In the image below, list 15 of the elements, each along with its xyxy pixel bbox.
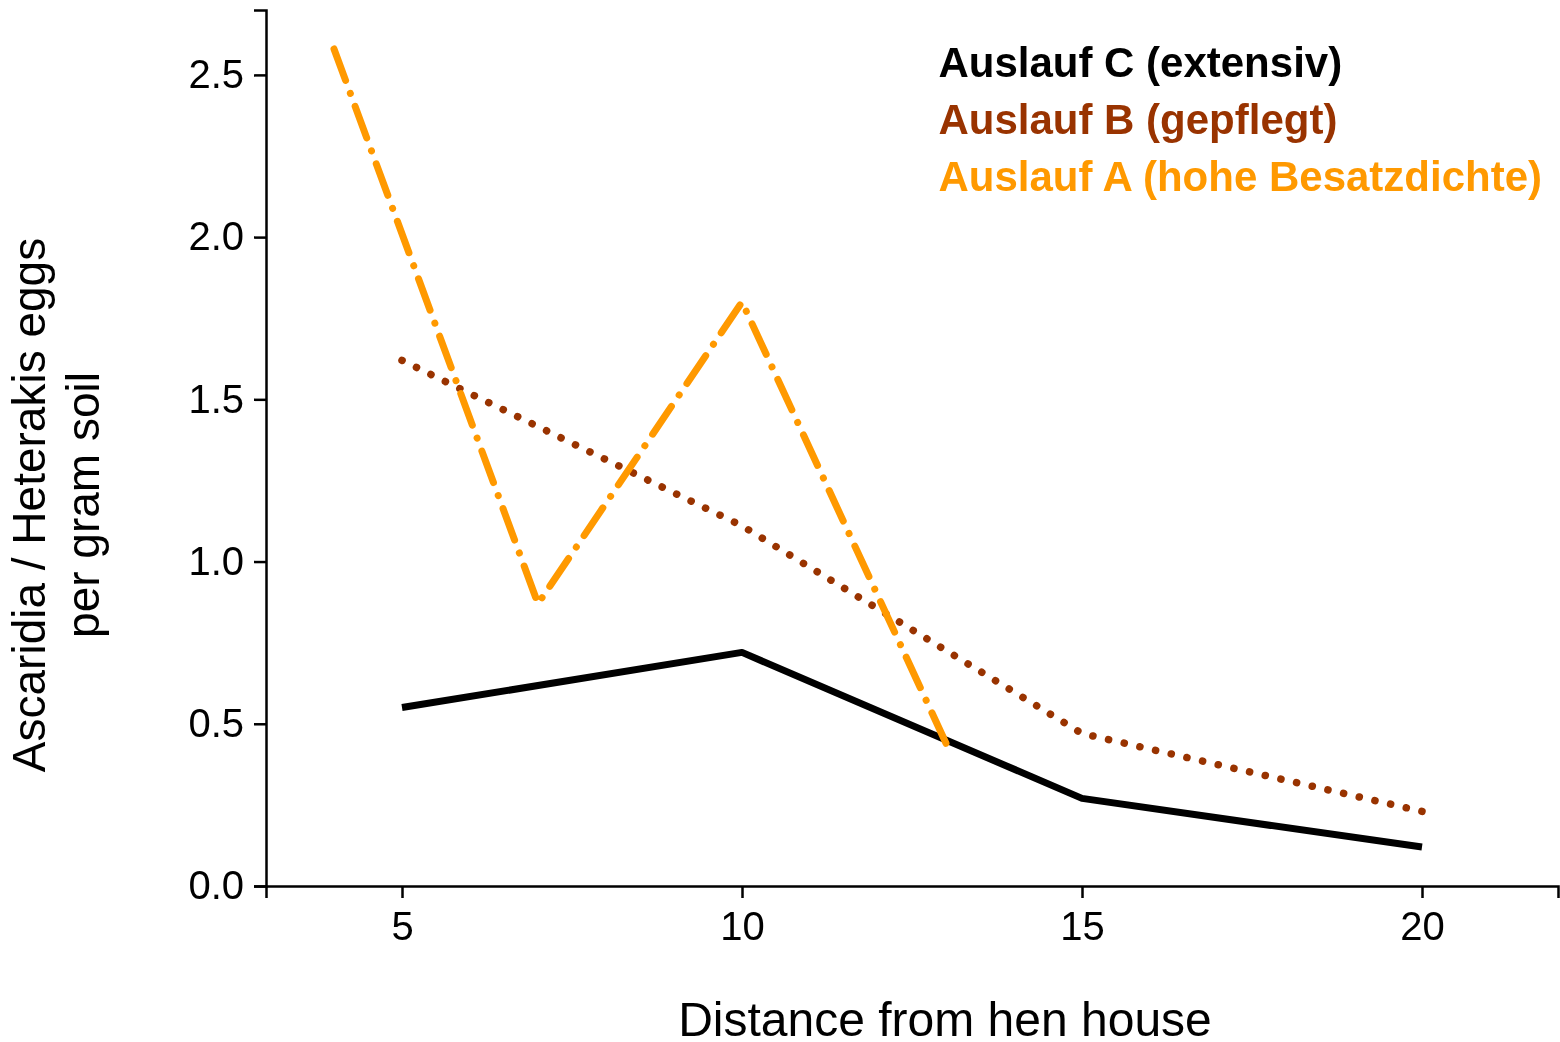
text: Auslauf C (extensiv) (938, 39, 1343, 86)
y-tick-label: 0.0 (188, 863, 244, 908)
y-tick-label: 2.0 (188, 214, 244, 259)
x-tick-label: 5 (391, 904, 414, 949)
x-axis-title: Distance from hen house (678, 993, 1212, 1042)
y-tick-label: 2.5 (188, 52, 244, 97)
y-tick-label: 1.5 (188, 376, 244, 421)
x-tick-label: 10 (720, 904, 765, 949)
x-tick-label: 20 (1400, 904, 1445, 949)
y-tick-label: 0.5 (188, 701, 244, 746)
x-tick-label: 15 (1060, 904, 1105, 949)
y-tick-label: 1.0 (188, 538, 244, 583)
text: Auslauf A (hohe Besatzdichte) (938, 153, 1542, 200)
y-axis-title: Ascaridia / Heterakis eggs per gram soil (3, 237, 109, 773)
text: Auslauf B (gepflegt) (938, 96, 1338, 143)
